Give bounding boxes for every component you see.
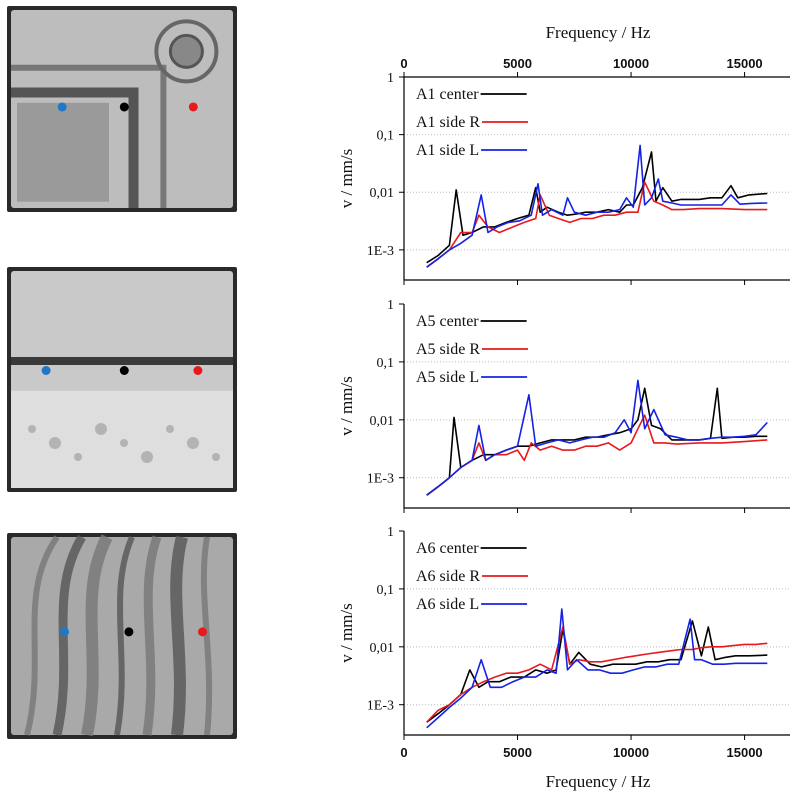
sample-pore	[28, 425, 36, 433]
top-axis-label: Frequency / Hz	[546, 23, 651, 42]
sample-pore	[95, 423, 107, 435]
sample-pore	[74, 453, 82, 461]
sample-pore	[49, 437, 61, 449]
sample-streak	[170, 535, 188, 736]
y-axis-label: v / mm/s	[337, 149, 356, 209]
measurement-point-marker	[41, 366, 51, 375]
series-line	[426, 414, 768, 496]
y-tick-label: 0,1	[377, 356, 395, 371]
legend-entry: A6 side R	[416, 568, 480, 585]
y-axis-label: v / mm/s	[337, 376, 356, 436]
measurement-point-marker	[119, 102, 129, 112]
legend-entry: A5 side L	[416, 369, 479, 386]
x-tick-label: 5000	[503, 745, 532, 760]
sample-photo-drawing	[11, 534, 233, 737]
y-tick-label: 0,01	[370, 414, 395, 429]
x-tick-label: 5000	[503, 56, 532, 71]
sample-groove	[11, 87, 139, 208]
x-tick-label: 10000	[613, 745, 649, 760]
x-tick-label: 0	[400, 56, 407, 71]
sample-streak	[81, 534, 113, 737]
y-tick-label: 0,1	[377, 129, 395, 144]
sample-pore	[166, 425, 174, 433]
x-tick-label: 10000	[613, 56, 649, 71]
legend-entry: A5 center	[416, 313, 479, 330]
sample-streak	[24, 535, 60, 736]
measurement-point-marker	[193, 366, 203, 375]
legend-entry: A5 side R	[416, 341, 480, 358]
sample-photo-a5	[7, 267, 237, 492]
sample-photo-drawing	[11, 271, 233, 488]
measurement-point-marker	[57, 102, 67, 112]
y-tick-label: 1E-3	[367, 244, 394, 259]
series-line	[426, 144, 768, 268]
y-tick-label: 1	[387, 71, 394, 86]
series-line	[426, 379, 768, 496]
sample-photo-a1	[7, 6, 237, 212]
y-tick-label: 1	[387, 298, 394, 313]
x-tick-label: 0	[400, 745, 407, 760]
y-tick-label: 1	[387, 525, 394, 540]
sample-streak	[114, 535, 135, 736]
measurement-point-marker	[60, 627, 69, 637]
measurement-point-marker	[124, 627, 134, 637]
sample-photo-a6	[7, 533, 237, 739]
y-tick-label: 0,01	[370, 641, 395, 656]
sample-ring	[154, 19, 219, 84]
y-tick-label: 1E-3	[367, 472, 394, 487]
legend-entry: A6 side L	[416, 596, 479, 613]
sample-pore	[141, 451, 153, 463]
sample-streak	[200, 536, 213, 736]
series-line	[426, 387, 768, 496]
legend-entry: A1 center	[416, 86, 479, 103]
y-tick-label: 0,1	[377, 583, 395, 598]
series-line	[426, 151, 768, 264]
y-axis-label: v / mm/s	[337, 603, 356, 663]
sample-photo-drawing	[11, 10, 233, 208]
series-line	[426, 608, 768, 729]
legend-entry: A6 center	[416, 540, 479, 557]
measurement-point-marker	[188, 102, 198, 112]
sample-joint-line	[11, 357, 233, 365]
y-tick-label: 1E-3	[367, 699, 394, 714]
sample-pore	[212, 453, 220, 461]
legend-entry: A1 side L	[416, 142, 479, 159]
measurement-point-marker	[119, 366, 129, 375]
series-line	[426, 626, 768, 723]
sample-pore	[187, 437, 199, 449]
sample-ring	[168, 33, 204, 69]
sample-inset	[17, 102, 109, 202]
sample-pore	[120, 439, 128, 447]
y-tick-label: 0,01	[370, 186, 395, 201]
x-tick-label: 15000	[727, 56, 763, 71]
legend-entry: A1 side R	[416, 114, 480, 131]
series-line	[426, 620, 768, 723]
series-line	[426, 181, 768, 268]
measurement-point-marker	[198, 627, 207, 637]
sample-streak	[142, 535, 162, 736]
x-tick-label: 15000	[727, 745, 763, 760]
bottom-axis-label: Frequency / Hz	[546, 772, 651, 791]
